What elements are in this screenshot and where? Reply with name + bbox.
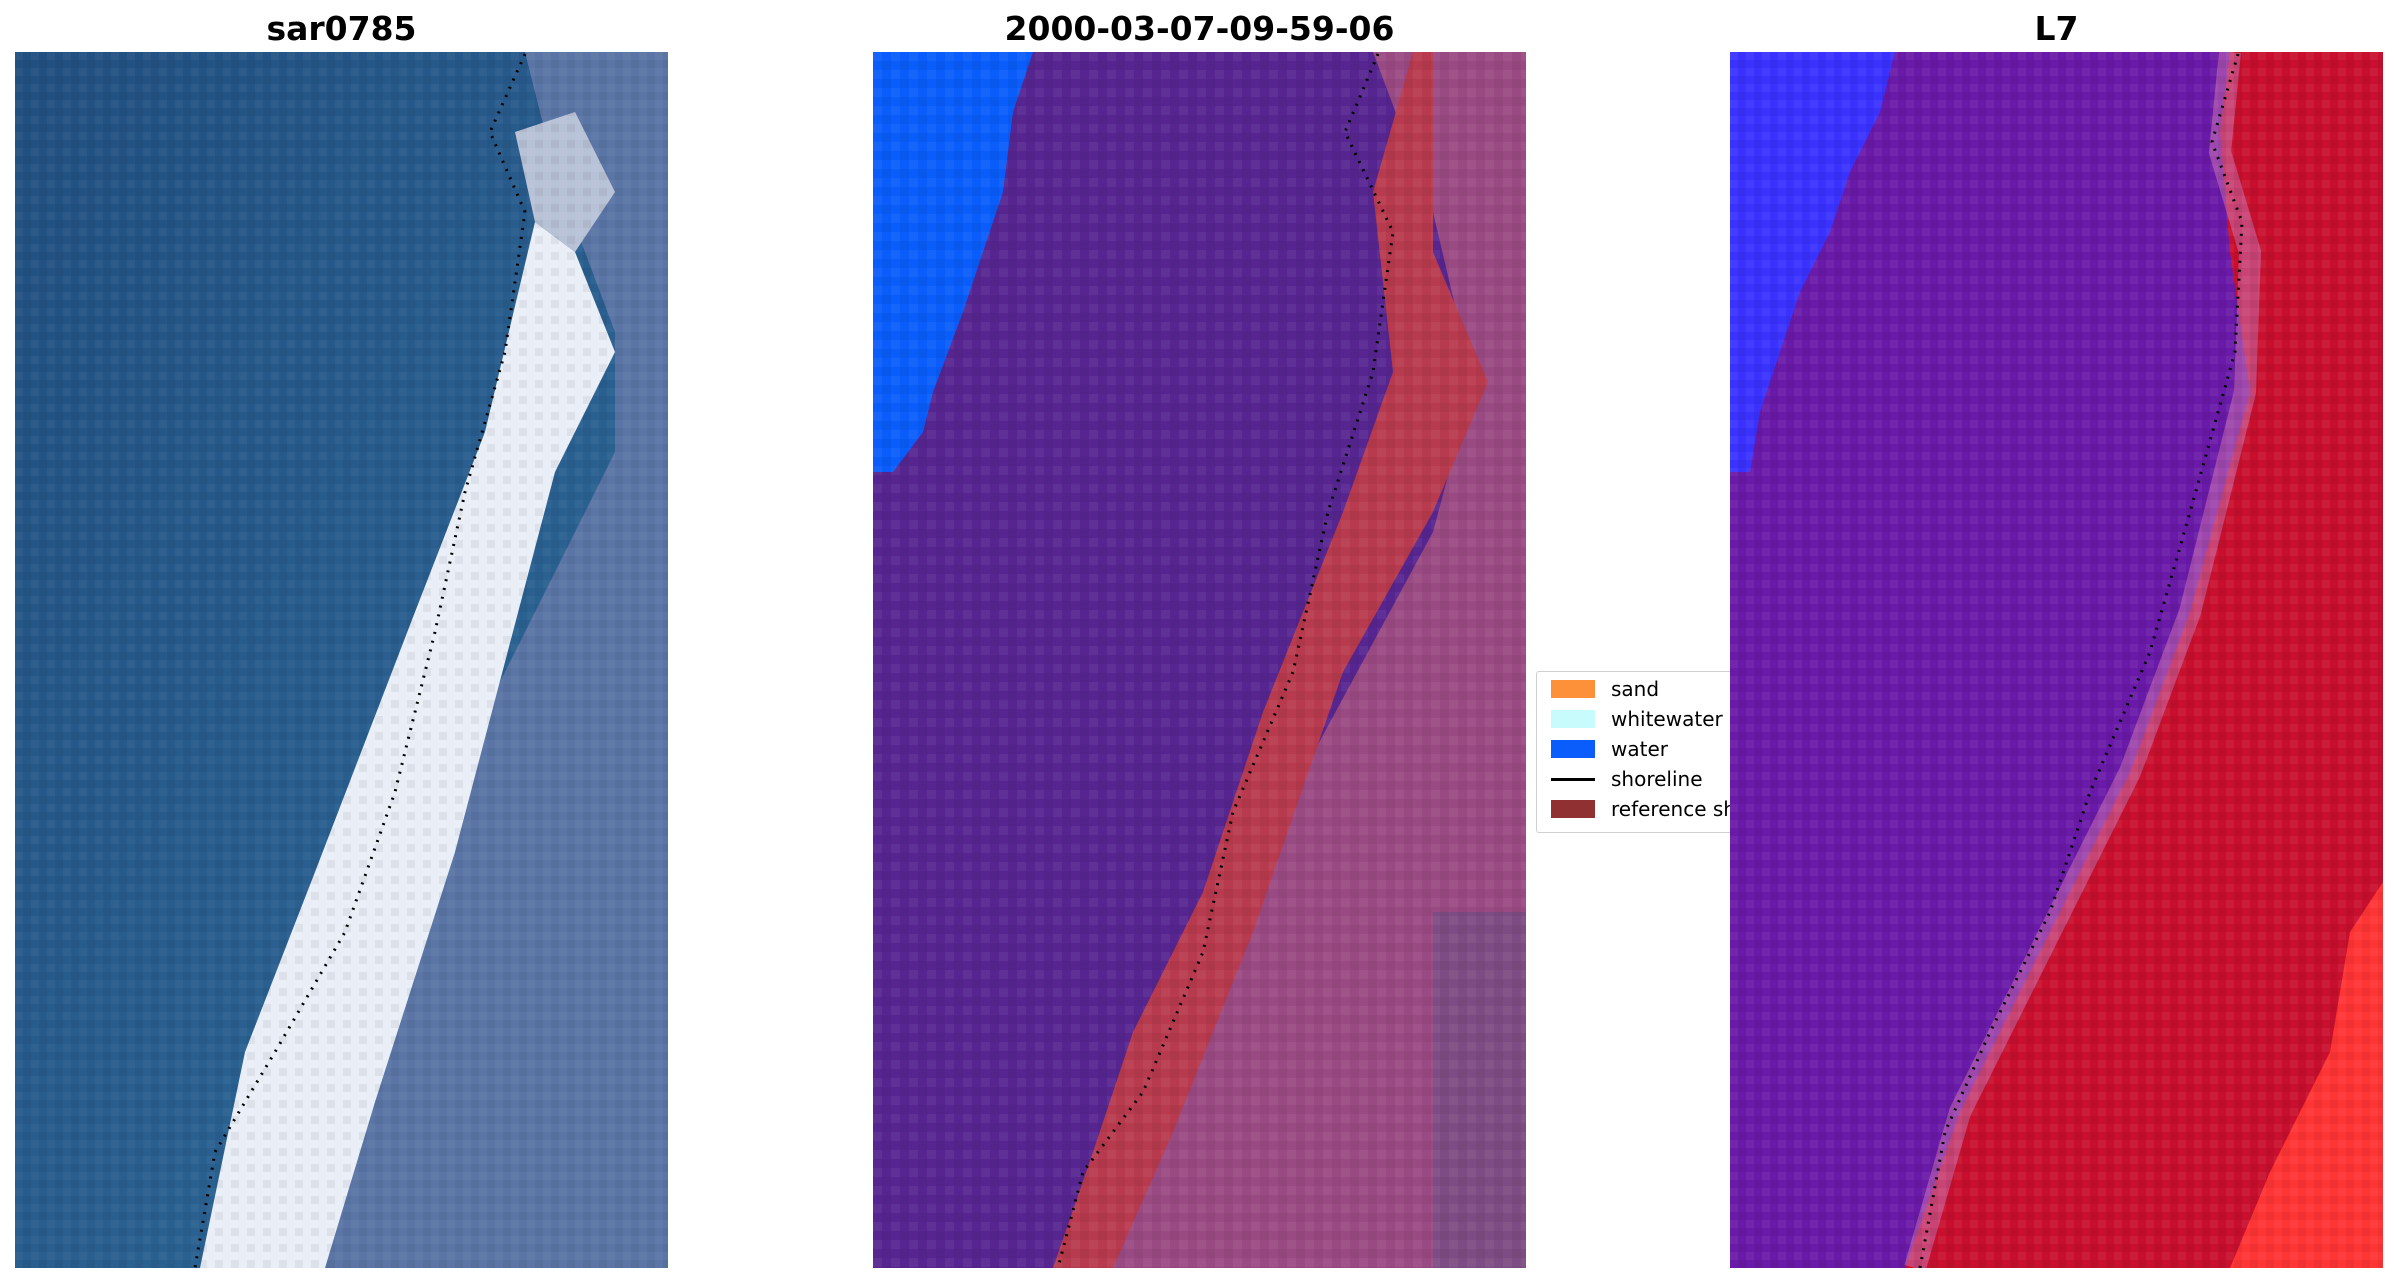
index-image-panel [1730,52,2383,1268]
legend-label-sand: sand [1611,677,1660,701]
rgb-shoreline [193,53,527,1268]
classified-image-panel [873,52,1526,1268]
legend-label-water: water [1611,737,1668,761]
rgb-image-panel [15,52,668,1268]
legend-label-shoreline: shoreline [1611,767,1703,791]
legend: sand whitewater water shoreline referenc… [1536,671,1737,833]
panel-title-index: L7 [2034,9,2079,48]
legend-label-whitewater: whitewater [1611,707,1723,731]
panel-title-rgb: sar0785 [266,9,417,48]
whitewater-swatch [1551,710,1595,728]
shoreline-swatch [1551,778,1595,781]
sand-swatch [1551,680,1595,698]
reference-buffer-swatch [1551,800,1595,818]
water-swatch [1551,740,1595,758]
legend-label-reference-buffer: reference shoreline buffer [1611,797,1737,821]
panel-title-classified: 2000-03-07-09-59-06 [1004,9,1395,48]
